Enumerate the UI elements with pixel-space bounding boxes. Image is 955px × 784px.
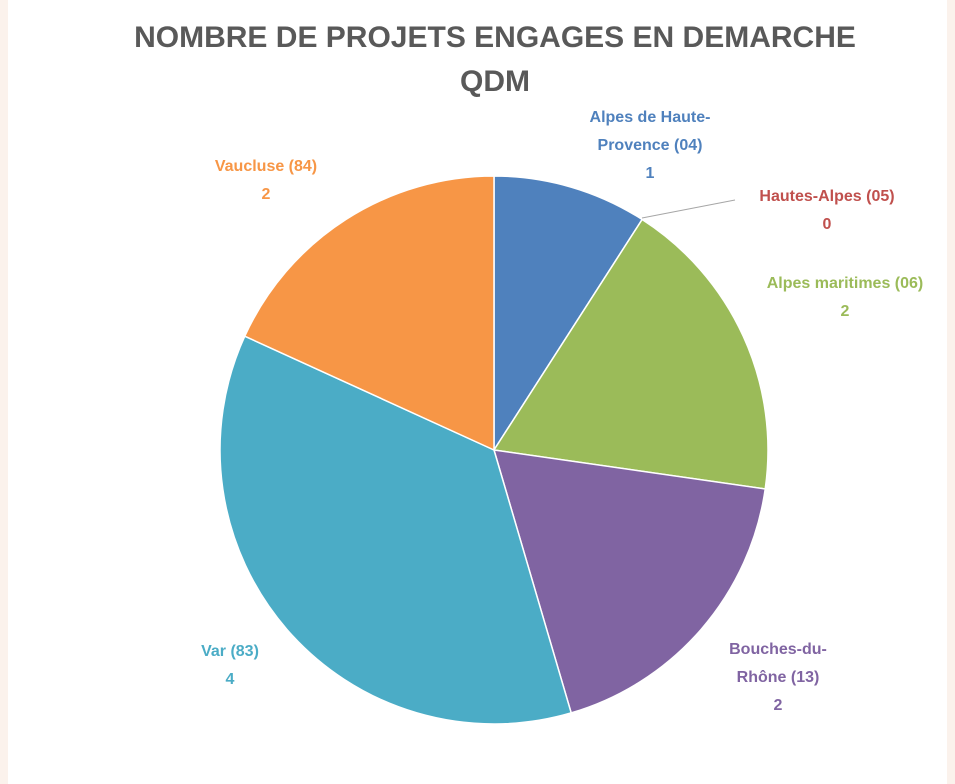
label-name: Alpes de Haute-Provence (04) xyxy=(589,109,711,154)
chart-title: NOMBRE DE PROJETS ENGAGES EN DEMARCHE QD… xyxy=(134,21,856,98)
data-label: Bouches-du-Rhône (13) 2 xyxy=(713,636,843,720)
label-name: Vaucluse (84) xyxy=(214,158,318,175)
label-value: 2 xyxy=(261,186,271,203)
leader-line xyxy=(641,199,736,219)
data-label: Alpes maritimes (06) 2 xyxy=(760,270,930,326)
label-value: 1 xyxy=(645,165,655,182)
data-label: Hautes-Alpes (05) 0 xyxy=(737,183,917,239)
label-value: 2 xyxy=(773,697,783,714)
label-name: Bouches-du-Rhône (13) xyxy=(729,641,827,686)
pie-slice xyxy=(219,335,573,725)
pie-slice xyxy=(243,175,495,452)
label-name: Alpes maritimes (06) xyxy=(766,275,924,292)
label-value: 0 xyxy=(822,216,832,233)
label-value: 2 xyxy=(840,303,850,320)
data-label: Vaucluse (84) 2 xyxy=(196,153,336,209)
label-name: Var (83) xyxy=(201,643,259,660)
label-value: 4 xyxy=(225,671,235,688)
data-label: Var (83) 4 xyxy=(180,638,280,694)
data-label: Alpes de Haute-Provence (04) 1 xyxy=(565,104,735,188)
label-name: Hautes-Alpes (05) xyxy=(759,188,895,205)
pie-slice xyxy=(493,175,644,453)
pie-slice xyxy=(492,449,767,714)
pie-slice xyxy=(492,218,769,490)
